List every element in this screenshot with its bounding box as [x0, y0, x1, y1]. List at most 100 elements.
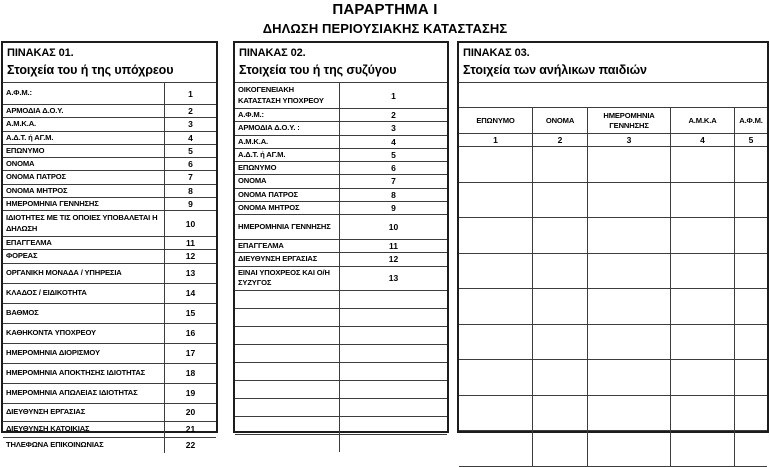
- table-row: ΙΔΙΟΤΗΤΕΣ ΜΕ ΤΙΣ ΟΠΟΙΕΣ ΥΠΟΒΑΛΕΤΑΙ Η ΔΗΛ…: [3, 210, 216, 236]
- table-02-subtitle: Στοιχεία του ή της συζύγου: [239, 63, 397, 77]
- field-label: ΕΠΑΓΓΕΛΜΑ: [238, 241, 284, 250]
- field-label: ΗΜΕΡΟΜΗΝΙΑ ΑΠΩΛΕΙΑΣ ΙΔΙΟΤΗΤΑΣ: [6, 387, 138, 397]
- table-row: ΑΡΜΟΔΙΑ Δ.Ο.Υ. 2: [3, 104, 216, 118]
- field-number-empty: [339, 434, 447, 452]
- table-row: ΟΝΟΜΑ ΠΑΤΡΟΣ 7: [3, 170, 216, 184]
- cell-empty: [532, 218, 587, 253]
- field-number: 13: [339, 266, 447, 290]
- field-number: 20: [164, 403, 216, 421]
- field-number-empty: [339, 290, 447, 308]
- table-row: ΤΗΛΕΦΩΝΑ ΕΠΙΚΟΙΝΩΝΙΑΣ 22: [3, 436, 216, 453]
- table-01-subtitle: Στοιχεία του ή της υπόχρεου: [7, 63, 174, 77]
- field-number-empty: [339, 344, 447, 362]
- cell-empty: [587, 395, 670, 430]
- field-label-empty: [235, 363, 339, 380]
- field-number: 10: [164, 211, 216, 236]
- field-label: ΦΟΡΕΑΣ: [6, 251, 38, 261]
- field-label: ΤΗΛΕΦΩΝΑ ΕΠΙΚΟΙΝΩΝΙΑΣ: [6, 439, 104, 449]
- field-number: 3: [164, 118, 216, 131]
- table-row: ΕΠΑΓΓΕΛΜΑ 11: [235, 239, 447, 253]
- table-row: ΑΡΜΟΔΙΑ Δ.Ο.Υ. : 3: [235, 121, 447, 135]
- cell-empty: [670, 182, 734, 217]
- field-label: ΟΝΟΜΑ ΠΑΤΡΟΣ: [238, 189, 298, 199]
- field-number: 4: [164, 131, 216, 144]
- table-row: [459, 431, 767, 467]
- table-01-header: ΠΙΝΑΚΑΣ 01. Στοιχεία του ή της υπόχρεου: [3, 43, 216, 83]
- field-number: 1: [339, 83, 447, 108]
- field-number-empty: [339, 326, 447, 344]
- field-number: 8: [339, 188, 447, 201]
- cell-empty: [670, 289, 734, 324]
- field-number: 10: [339, 215, 447, 239]
- cell-empty: [587, 147, 670, 182]
- cell-empty: [459, 183, 532, 218]
- field-number-empty: [339, 398, 447, 416]
- field-label: ΟΝΟΜΑ: [238, 176, 267, 186]
- cell-empty: [459, 254, 532, 289]
- table-row: ΕΠΩΝΥΜΟ 5: [3, 143, 216, 157]
- cell-empty: [532, 182, 587, 217]
- cell-empty: [670, 431, 734, 466]
- empty-row: [235, 361, 447, 380]
- table-row: [459, 147, 767, 183]
- column-number: 1: [493, 135, 498, 145]
- cell-empty: [587, 289, 670, 324]
- field-number: 5: [339, 148, 447, 161]
- table-row: ΟΡΓΑΝΙΚΗ ΜΟΝΑΔΑ / ΥΠΗΡΕΣΙΑ 13: [3, 262, 216, 283]
- field-label: ΟΝΟΜΑ ΜΗΤΡΟΣ: [238, 202, 300, 212]
- field-number: 9: [339, 201, 447, 214]
- table-row: ΟΝΟΜΑ 6: [3, 157, 216, 171]
- cell-empty: [459, 289, 532, 324]
- column-number: 5: [734, 134, 767, 146]
- field-label: ΔΙΕΥΘΥΝΣΗ ΚΑΤΟΙΚΙΑΣ: [6, 423, 90, 433]
- field-label: Α.Φ.Μ.:: [6, 88, 32, 98]
- table-row: ΟΙΚΟΓΕΝΕΙΑΚΗ ΚΑΤΑΣΤΑΣΗ ΥΠΟΧΡΕΟΥ 1: [235, 83, 447, 108]
- field-label: ΗΜΕΡΟΜΗΝΙΑ ΔΙΟΡΙΣΜΟΥ: [6, 347, 100, 357]
- field-number: 2: [164, 105, 216, 118]
- cell-empty: [587, 324, 670, 359]
- field-number: 15: [164, 303, 216, 323]
- field-number: 8: [164, 184, 216, 197]
- field-number: 9: [164, 197, 216, 210]
- field-number: 22: [164, 437, 216, 453]
- field-number: 19: [164, 383, 216, 403]
- table-02-title: ΠΙΝΑΚΑΣ 02.: [239, 47, 306, 59]
- cell-empty: [459, 147, 532, 182]
- cell-empty: [670, 395, 734, 430]
- table-row: ΗΜΕΡΟΜΗΝΙΑ ΑΠΟΚΤΗΣΗΣ ΙΔΙΟΤΗΤΑΣ 18: [3, 362, 216, 383]
- cell-empty: [587, 431, 670, 466]
- table-row: ΗΜΕΡΟΜΗΝΙΑ ΑΠΩΛΕΙΑΣ ΙΔΙΟΤΗΤΑΣ 19: [3, 382, 216, 403]
- field-number: 6: [164, 158, 216, 171]
- table-row: ΟΝΟΜΑ ΜΗΤΡΟΣ 8: [3, 183, 216, 197]
- table-01-title: ΠΙΝΑΚΑΣ 01.: [7, 47, 74, 59]
- empty-row: [235, 379, 447, 398]
- field-label-empty: [235, 291, 339, 308]
- table-row: Α.Δ.Τ. ή ΑΓ.Μ. 4: [3, 130, 216, 144]
- field-number: 11: [339, 240, 447, 253]
- cell-empty: [734, 253, 767, 288]
- column-number: 2: [532, 134, 587, 146]
- field-label: ΕΙΝΑΙ ΥΠΟΧΡΕΟΣ ΚΑΙ Ο/Η ΣΥΖΥΓΟΣ: [238, 267, 330, 287]
- field-label-empty: [235, 327, 339, 344]
- field-label: Α.Φ.Μ.:: [238, 110, 264, 119]
- table-03-subtitle: Στοιχεία των ανήλικων παιδιών: [463, 63, 647, 77]
- table-row: ΗΜΕΡΟΜΗΝΙΑ ΓΕΝΝΗΣΗΣ 10: [235, 214, 447, 239]
- table-row: Α.Μ.Κ.Α. 4: [235, 134, 447, 148]
- table-03-blank-row: [459, 83, 767, 108]
- table-row: ΟΝΟΜΑ 7: [235, 174, 447, 188]
- cell-empty: [670, 360, 734, 395]
- cell-empty: [459, 431, 532, 466]
- field-number: 4: [339, 135, 447, 148]
- column-header: ΗΜΕΡΟΜΗΝΙΑ ΓΕΝΝΗΣΗΣ: [587, 108, 670, 133]
- cell-empty: [459, 325, 532, 360]
- empty-row: [235, 415, 447, 434]
- field-label: ΑΡΜΟΔΙΑ Δ.Ο.Υ.: [6, 106, 64, 115]
- empty-row: [235, 343, 447, 362]
- cell-empty: [670, 253, 734, 288]
- field-number: 5: [164, 144, 216, 157]
- table-row: ΟΝΟΜΑ ΠΑΤΡΟΣ 8: [235, 187, 447, 201]
- field-label: Α.Μ.Κ.Α.: [6, 119, 37, 129]
- field-number: 11: [164, 237, 216, 250]
